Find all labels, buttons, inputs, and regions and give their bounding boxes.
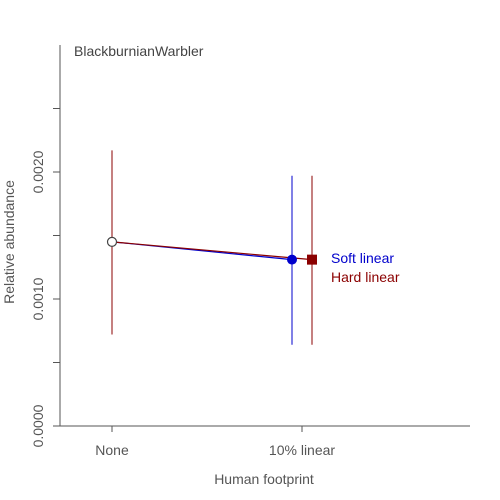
x-axis-title: Human footprint <box>214 471 314 487</box>
legend-label-hard-linear: Hard linear <box>331 269 400 285</box>
y-tick-label: 0.0020 <box>30 150 46 193</box>
axes <box>59 45 470 427</box>
data-marks <box>106 150 317 345</box>
baseline-point <box>106 236 118 247</box>
series-line-hard-linear <box>111 241 313 261</box>
legend: Soft linear Hard linear <box>331 250 400 285</box>
legend-label-soft-linear: Soft linear <box>331 250 394 266</box>
y-ticks: 0.0000 0.0010 0.0020 <box>30 108 60 447</box>
x-ticks: None 10% linear <box>95 426 335 458</box>
x-tick-label: 10% linear <box>269 442 335 458</box>
hard-linear-point <box>307 254 317 265</box>
y-tick-label: 0.0010 <box>30 277 46 320</box>
soft-linear-point <box>287 254 297 265</box>
chart-title: BlackburnianWarbler <box>74 43 204 59</box>
y-tick-label: 0.0000 <box>30 404 46 447</box>
x-tick-label: None <box>95 442 129 458</box>
y-axis-title: Relative abundance <box>1 180 17 304</box>
